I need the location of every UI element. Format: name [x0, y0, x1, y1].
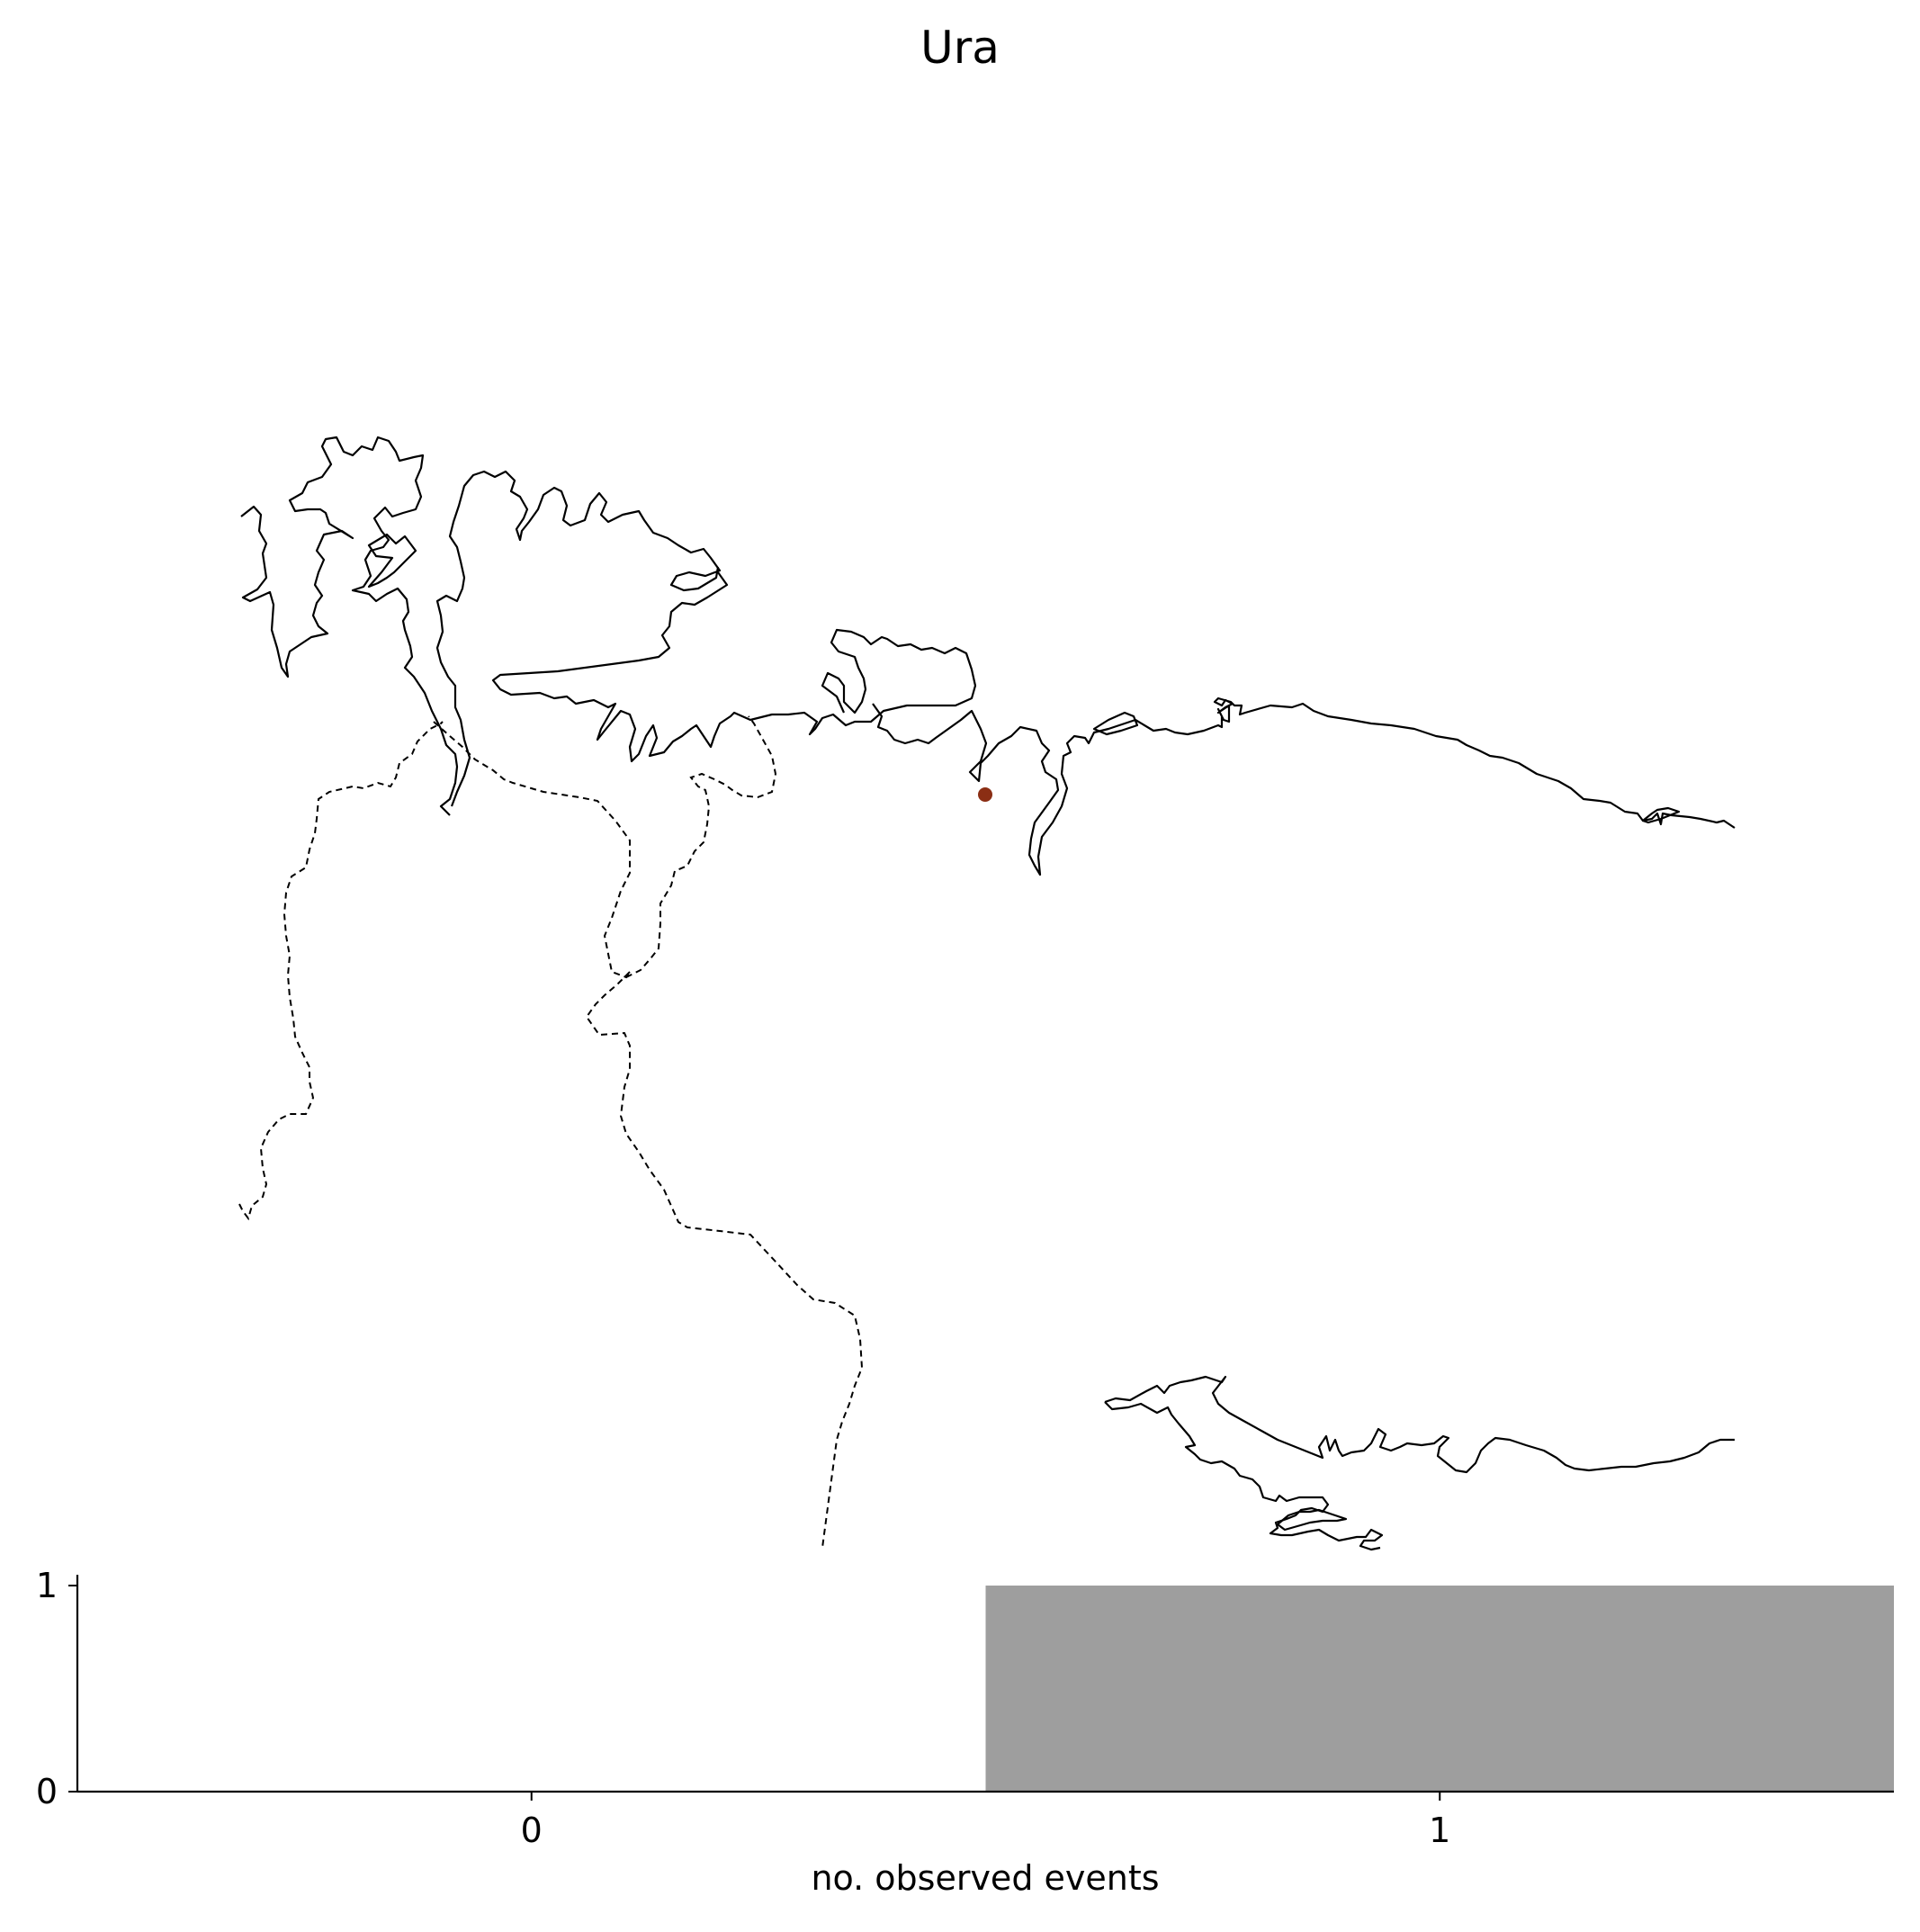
coastline-west-islands [240, 436, 459, 816]
coastline-kandalaksha-islands [1276, 1508, 1348, 1532]
bars [985, 1586, 1894, 1792]
y-tick-label: 1 [36, 1566, 58, 1605]
border-norway-finland-north [433, 721, 631, 979]
coastline-mid [435, 470, 722, 807]
coastline-north-cape [491, 571, 977, 763]
coastline-east-bay [1641, 806, 1681, 824]
border-norway-finland-west [238, 721, 444, 1221]
border-norway-russia [625, 715, 777, 978]
location-marker-ura [978, 787, 992, 802]
coastline-ura-fjord [872, 696, 1736, 876]
x-tick-label: 0 [521, 1811, 543, 1850]
map-panel [238, 436, 1736, 1551]
border-finland-russia [585, 971, 864, 1549]
y-tick-label: 0 [36, 1772, 58, 1811]
bar-1 [985, 1586, 1894, 1792]
x-axis-label: no. observed events [811, 1858, 1159, 1898]
figure-title: Ura [920, 22, 1000, 74]
y-ticks: 01 [36, 1566, 77, 1811]
x-tick-label: 1 [1429, 1811, 1450, 1850]
coastline-white-sea [1104, 1375, 1735, 1474]
coastline-fjord-left [367, 533, 417, 589]
coastline-kandalaksha [1104, 1401, 1384, 1551]
coastline-small-island [1092, 711, 1139, 736]
